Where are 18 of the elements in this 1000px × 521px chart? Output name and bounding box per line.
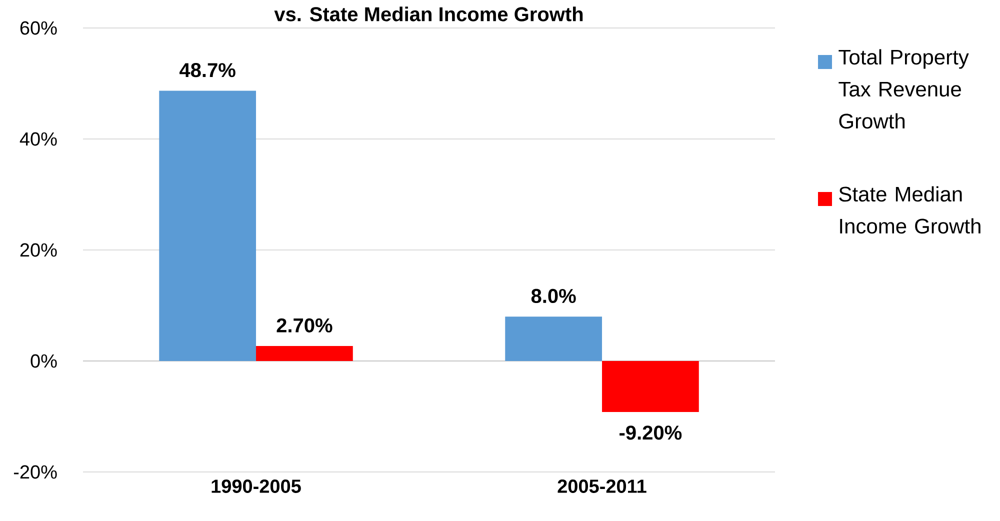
y-tick-label: 40% bbox=[20, 132, 57, 146]
x-tick-label: 2005-2011 bbox=[558, 480, 646, 493]
y-tick-label: -20% bbox=[14, 465, 57, 479]
bar bbox=[159, 90, 256, 361]
y-tick-label: 60% bbox=[20, 21, 57, 35]
x-tick-label: 1990-2005 bbox=[212, 480, 301, 493]
bar bbox=[505, 316, 602, 361]
chart-title: vs. State Median Income Growth bbox=[274, 6, 583, 22]
data-label: 48.7% bbox=[180, 63, 236, 78]
data-label: 2.70% bbox=[276, 318, 332, 332]
y-tick-label: 0% bbox=[30, 354, 57, 368]
y-tick-label: 20% bbox=[20, 243, 57, 257]
data-label: -9.20% bbox=[620, 426, 682, 440]
legend-label: State Median Income Growth bbox=[839, 186, 980, 234]
bar bbox=[256, 346, 353, 361]
bar bbox=[602, 360, 699, 412]
legend-label: Total Property Tax Revenue Growth bbox=[838, 49, 969, 129]
data-label: 8.0% bbox=[531, 288, 576, 304]
